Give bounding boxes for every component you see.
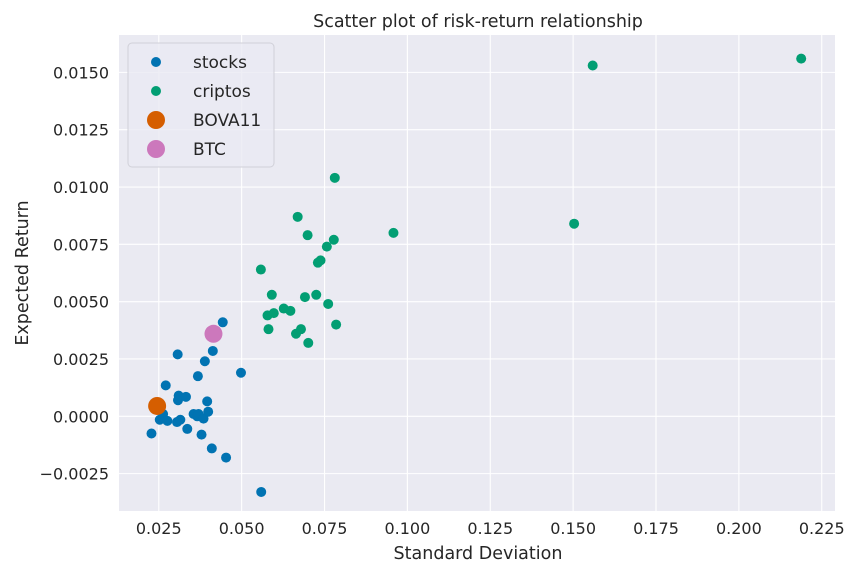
data-point xyxy=(217,317,228,328)
series-criptos xyxy=(255,53,807,348)
data-point xyxy=(204,324,223,343)
x-tick-label: 0.225 xyxy=(799,519,845,538)
data-point xyxy=(292,211,303,222)
legend-label: BTC xyxy=(193,140,226,160)
data-point xyxy=(180,391,191,402)
data-point xyxy=(569,218,580,229)
data-point xyxy=(285,305,296,316)
legend-marker xyxy=(147,111,165,129)
x-tick-label: 0.025 xyxy=(136,519,182,538)
data-point xyxy=(388,227,399,238)
data-point xyxy=(321,241,332,252)
y-tick-label: 0.0050 xyxy=(53,293,109,312)
data-point xyxy=(207,345,218,356)
y-tick-label: 0.0125 xyxy=(53,121,109,140)
data-point xyxy=(172,349,183,360)
data-point xyxy=(295,324,306,335)
data-point xyxy=(329,172,340,183)
legend-marker xyxy=(151,57,161,67)
data-point xyxy=(148,396,167,415)
data-point xyxy=(796,53,807,64)
x-tick-label: 0.200 xyxy=(716,519,762,538)
y-tick-label: 0.0000 xyxy=(53,407,109,426)
data-point xyxy=(203,406,214,417)
legend-marker xyxy=(151,86,161,96)
data-point xyxy=(196,429,207,440)
data-point xyxy=(256,486,267,497)
series-bova11 xyxy=(148,396,167,415)
data-point xyxy=(315,255,326,266)
data-point xyxy=(199,356,210,367)
chart-title: Scatter plot of risk-return relationship xyxy=(313,12,643,32)
data-point xyxy=(331,319,342,330)
y-tick-label: 0.0075 xyxy=(53,235,109,254)
y-axis-label: Expected Return xyxy=(13,200,33,345)
x-tick-label: 0.100 xyxy=(384,519,430,538)
data-point xyxy=(268,308,279,319)
data-points xyxy=(146,53,807,497)
y-tick-label: 0.0150 xyxy=(53,63,109,82)
data-point xyxy=(160,380,171,391)
grid-lines xyxy=(119,35,835,511)
data-point xyxy=(328,234,339,245)
data-point xyxy=(311,289,322,300)
data-point xyxy=(173,395,184,406)
data-point xyxy=(146,428,157,439)
legend-box xyxy=(127,42,275,168)
data-point xyxy=(587,60,598,71)
series-stocks xyxy=(146,317,267,497)
x-tick-labels: 0.025 0.050 0.075 0.100 0.125 0.150 0.175 0.200… xyxy=(136,519,845,538)
y-tick-label: 0.0100 xyxy=(53,178,109,197)
data-point xyxy=(302,230,313,241)
data-point xyxy=(206,443,217,454)
data-point xyxy=(299,292,310,303)
legend-label: stocks xyxy=(193,53,247,73)
data-point xyxy=(182,423,193,434)
data-point xyxy=(175,414,186,425)
data-point xyxy=(221,452,232,463)
data-point xyxy=(255,264,266,275)
y-tick-labels: −0.0025 0.0000 0.0025 0.0050 0.0075 0.0100 0.0… xyxy=(40,63,109,483)
x-tick-label: 0.150 xyxy=(550,519,596,538)
x-tick-label: 0.050 xyxy=(219,519,265,538)
data-point xyxy=(303,337,314,348)
data-point xyxy=(162,415,173,426)
y-tick-label: 0.0025 xyxy=(53,350,109,369)
series-btc xyxy=(204,324,223,343)
data-point xyxy=(202,396,213,407)
data-point xyxy=(266,289,277,300)
legend-label: BOVA11 xyxy=(193,111,261,131)
x-tick-label: 0.075 xyxy=(302,519,348,538)
legend-marker xyxy=(147,140,165,158)
legend: stocks criptos BOVA11 BTC xyxy=(127,42,275,168)
data-point xyxy=(192,371,203,382)
data-point xyxy=(263,324,274,335)
x-tick-label: 0.175 xyxy=(633,519,679,538)
data-point xyxy=(235,367,246,378)
x-tick-label: 0.125 xyxy=(467,519,513,538)
y-tick-label: −0.0025 xyxy=(40,465,109,484)
data-point xyxy=(323,298,334,309)
legend-label: criptos xyxy=(193,82,251,102)
x-axis-label: Standard Deviation xyxy=(394,544,563,564)
